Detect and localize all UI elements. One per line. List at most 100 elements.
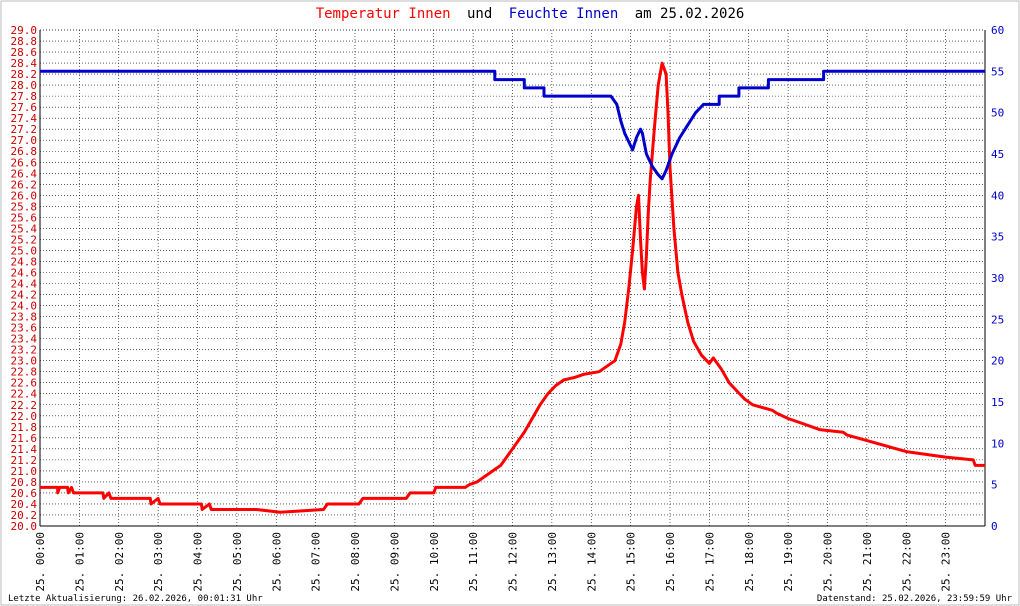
- left-tick-label: 26.4: [11, 167, 38, 180]
- left-tick-label: 26.2: [11, 178, 38, 191]
- left-tick-label: 28.0: [11, 79, 38, 92]
- left-tick-label: 23.2: [11, 344, 38, 357]
- right-tick-label: 15: [991, 396, 1004, 409]
- footer-last-update: Letzte Aktualisierung: 26.02.2026, 00:01…: [8, 594, 263, 604]
- axes: [39, 29, 986, 527]
- left-tick-label: 20.0: [11, 520, 38, 533]
- x-tick-label: 25. 03:00: [152, 532, 165, 592]
- left-tick-label: 20.4: [11, 498, 38, 511]
- x-tick-label: 25. 06:00: [270, 532, 283, 592]
- left-tick-label: 26.8: [11, 145, 38, 158]
- left-tick-label: 22.6: [11, 377, 38, 390]
- left-tick-label: 21.2: [11, 454, 38, 467]
- left-tick-label: 27.2: [11, 123, 38, 136]
- left-tick-label: 22.0: [11, 410, 38, 423]
- x-tick-label: 25. 14:00: [585, 532, 598, 592]
- left-tick-label: 27.8: [11, 90, 38, 103]
- right-tick-label: 45: [991, 148, 1004, 161]
- right-tick-label: 55: [991, 65, 1004, 78]
- series-layer: [40, 61, 985, 514]
- left-tick-label: 28.8: [11, 35, 38, 48]
- x-tick-label: 25. 11:00: [467, 532, 480, 592]
- right-tick-label: 50: [991, 107, 1004, 120]
- left-tick-label: 23.8: [11, 311, 38, 324]
- footer-data-state: Datenstand: 25.02.2026, 23:59:59 Uhr: [817, 594, 1013, 604]
- x-tick-label: 25. 09:00: [388, 532, 401, 592]
- x-tick-label: 25. 07:00: [310, 532, 323, 592]
- chart-title: Temperatur Innen und Feuchte Innen am 25…: [316, 6, 745, 22]
- x-tick-label: 25. 16:00: [664, 532, 677, 592]
- left-tick-label: 21.6: [11, 432, 38, 445]
- x-tick-label: 25. 02:00: [113, 532, 126, 592]
- left-tick-label: 27.6: [11, 101, 38, 114]
- left-tick-label: 23.6: [11, 322, 38, 335]
- left-tick-label: 28.2: [11, 68, 38, 81]
- left-tick-label: 24.8: [11, 255, 38, 268]
- left-tick-label: 26.6: [11, 156, 38, 169]
- left-tick-label: 28.6: [11, 46, 38, 59]
- left-tick-label: 21.8: [11, 421, 38, 434]
- title-part-1: Temperatur Innen: [316, 6, 451, 22]
- x-tick-label: 25. 12:00: [507, 532, 520, 592]
- left-tick-label: 24.6: [11, 266, 38, 279]
- right-tick-label: 0: [991, 520, 998, 533]
- left-tick-label: 20.6: [11, 487, 38, 500]
- series-line-1: [40, 61, 985, 514]
- left-tick-label: 24.4: [11, 278, 38, 291]
- series-line-2: [40, 69, 985, 181]
- left-tick-label: 25.8: [11, 200, 38, 213]
- left-tick-label: 22.4: [11, 388, 38, 401]
- right-tick-label: 30: [991, 272, 1004, 285]
- title-part-3: Feuchte Innen: [509, 6, 619, 22]
- left-tick-label: 25.0: [11, 244, 38, 257]
- left-tick-label: 25.4: [11, 222, 38, 235]
- left-tick-label: 23.4: [11, 333, 38, 346]
- left-tick-label: 24.2: [11, 289, 38, 302]
- right-tick-label: 40: [991, 189, 1004, 202]
- left-tick-label: 25.2: [11, 233, 38, 246]
- left-tick-label: 20.2: [11, 509, 38, 522]
- x-tick-label: 25. 05:00: [231, 532, 244, 592]
- x-tick-label: 25. 08:00: [349, 532, 362, 592]
- left-tick-label: 23.0: [11, 355, 38, 368]
- x-tick-label: 25. 04:00: [192, 532, 205, 592]
- left-tick-label: 24.0: [11, 300, 38, 313]
- x-tick-label: 25. 23:00: [940, 532, 953, 592]
- x-tick-label: 25. 15:00: [625, 532, 638, 592]
- x-tick-label: 25. 21:00: [861, 532, 874, 592]
- right-tick-label: 35: [991, 231, 1004, 244]
- left-tick-label: 27.0: [11, 134, 38, 147]
- x-tick-label: 25. 19:00: [782, 532, 795, 592]
- left-tick-label: 22.2: [11, 399, 38, 412]
- x-tick-label: 25. 13:00: [546, 532, 559, 592]
- right-tick-label: 5: [991, 479, 998, 492]
- title-part-2: und: [467, 6, 492, 22]
- right-axis-ticks: 0 5 10 15 20 25 30 35 40 45 50 55 60: [991, 24, 1004, 533]
- right-tick-label: 10: [991, 437, 1004, 450]
- left-tick-label: 21.4: [11, 443, 38, 456]
- x-tick-label: 25. 10:00: [428, 532, 441, 592]
- left-tick-label: 22.8: [11, 366, 38, 379]
- x-tick-label: 25. 01:00: [73, 532, 86, 592]
- x-axis-ticks: 25. 00:00 25. 01:00 25. 02:00 25. 03:00 25. …: [34, 532, 953, 592]
- x-tick-label: 25. 22:00: [900, 532, 913, 592]
- x-tick-label: 25. 18:00: [743, 532, 756, 592]
- right-tick-label: 20: [991, 355, 1004, 368]
- left-tick-label: 29.0: [11, 24, 38, 37]
- left-axis-ticks: 20.020.220.420.620.821.021.221.421.621.8…: [11, 24, 38, 533]
- right-tick-label: 60: [991, 24, 1004, 37]
- x-tick-label: 25. 00:00: [34, 532, 47, 592]
- left-tick-label: 25.6: [11, 211, 38, 224]
- x-tick-label: 25. 20:00: [822, 532, 835, 592]
- title-part-4: am 25.02.2026: [635, 6, 745, 22]
- left-tick-label: 27.4: [11, 112, 38, 125]
- grid: [39, 29, 985, 527]
- left-tick-label: 26.0: [11, 189, 38, 202]
- right-tick-label: 25: [991, 313, 1004, 326]
- left-tick-label: 28.4: [11, 57, 38, 70]
- x-tick-label: 25. 17:00: [703, 532, 716, 592]
- left-tick-label: 20.8: [11, 476, 38, 489]
- left-tick-label: 21.0: [11, 465, 38, 478]
